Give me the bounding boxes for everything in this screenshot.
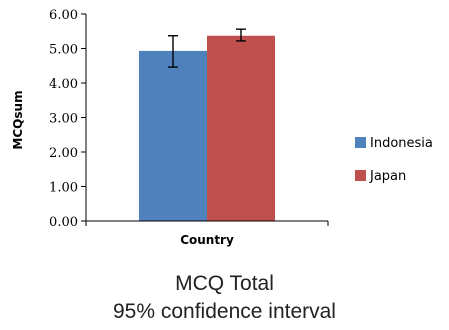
y-tick-label: 4.00 (49, 77, 78, 92)
y-axis: 0.00 1.00 2.00 3.00 4.00 5.00 6.00 (49, 8, 87, 230)
legend: Indonesia Japan (355, 136, 433, 184)
y-tick-label: 0.00 (49, 215, 78, 230)
y-tick-label: 6.00 (49, 8, 78, 23)
caption-subtitle: 95% confidence interval (113, 300, 336, 323)
y-tick-label: 3.00 (49, 112, 78, 127)
y-tick-label: 5.00 (49, 43, 78, 58)
bar-chart: 0.00 1.00 2.00 3.00 4.00 5.00 6.00 MCQsum Coun… (11, 8, 433, 247)
bar-japan (207, 35, 275, 221)
caption-title: MCQ Total (175, 272, 274, 295)
y-tick-label: 1.00 (49, 181, 78, 196)
legend-label-japan: Japan (369, 169, 406, 184)
y-tick-label: 2.00 (49, 146, 78, 161)
bar-indonesia (139, 50, 207, 221)
legend-swatch-indonesia (355, 137, 366, 148)
x-axis-title: Country (180, 233, 234, 247)
bars (139, 28, 275, 221)
legend-swatch-japan (355, 170, 366, 181)
legend-label-indonesia: Indonesia (370, 136, 433, 151)
x-axis (85, 220, 329, 226)
y-axis-title: MCQsum (11, 90, 25, 149)
